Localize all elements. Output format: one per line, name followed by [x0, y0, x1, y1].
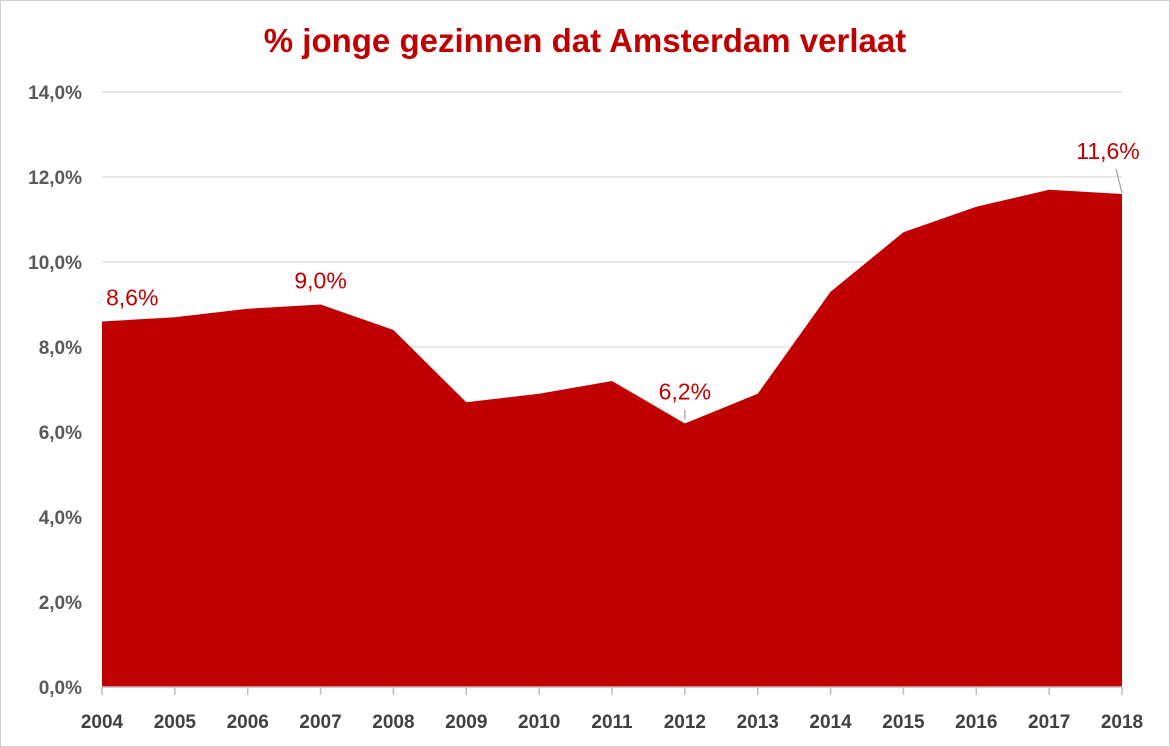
axes — [101, 686, 1123, 695]
y-tick-label: 10,0% — [28, 253, 82, 274]
x-tick-label: 2014 — [809, 712, 852, 733]
y-tick-label: 8,0% — [39, 338, 82, 359]
data-label: 6,2% — [659, 379, 711, 405]
data-label: 8,6% — [106, 285, 158, 311]
area-series — [102, 189, 1122, 687]
x-tick-label: 2006 — [227, 712, 269, 733]
x-tick-label: 2007 — [299, 712, 341, 733]
data-label: 9,0% — [294, 268, 346, 294]
x-tick-label: 2010 — [518, 712, 560, 733]
x-tick-label: 2017 — [1028, 712, 1070, 733]
y-tick-label: 12,0% — [28, 168, 82, 189]
x-tick-label: 2018 — [1101, 712, 1143, 733]
y-tick-label: 0,0% — [39, 678, 82, 699]
x-tick-label: 2004 — [81, 712, 124, 733]
area-fill — [102, 189, 1122, 687]
x-tick-label: 2015 — [882, 712, 925, 733]
x-tick-label: 2011 — [591, 712, 633, 733]
y-axis-ticks: 0,0% 2,0% 4,0% 6,0% 8,0% 10,0% 12,0% 14,0% — [28, 83, 82, 699]
x-tick-label: 2012 — [664, 712, 706, 733]
x-tick-label: 2009 — [445, 712, 487, 733]
y-tick-label: 2,0% — [39, 593, 82, 614]
x-axis-ticks: 2004 2005 2006 2007 2008 2009 2010 2011 2012 2013… — [81, 712, 1143, 733]
y-tick-label: 4,0% — [39, 508, 82, 529]
data-labels: 8,6% 9,0% 6,2% 11,6% — [106, 138, 1140, 420]
chart-title: % jonge gezinnen dat Amsterdam verlaat — [263, 22, 907, 59]
x-tick-label: 2008 — [372, 712, 414, 733]
x-tick-label: 2013 — [737, 712, 779, 733]
leader-line — [1115, 168, 1123, 194]
y-tick-label: 6,0% — [39, 423, 82, 444]
x-tick-label: 2016 — [955, 712, 997, 733]
y-tick-label: 14,0% — [28, 83, 82, 104]
x-tick-label: 2005 — [154, 712, 197, 733]
data-label: 11,6% — [1076, 138, 1140, 164]
